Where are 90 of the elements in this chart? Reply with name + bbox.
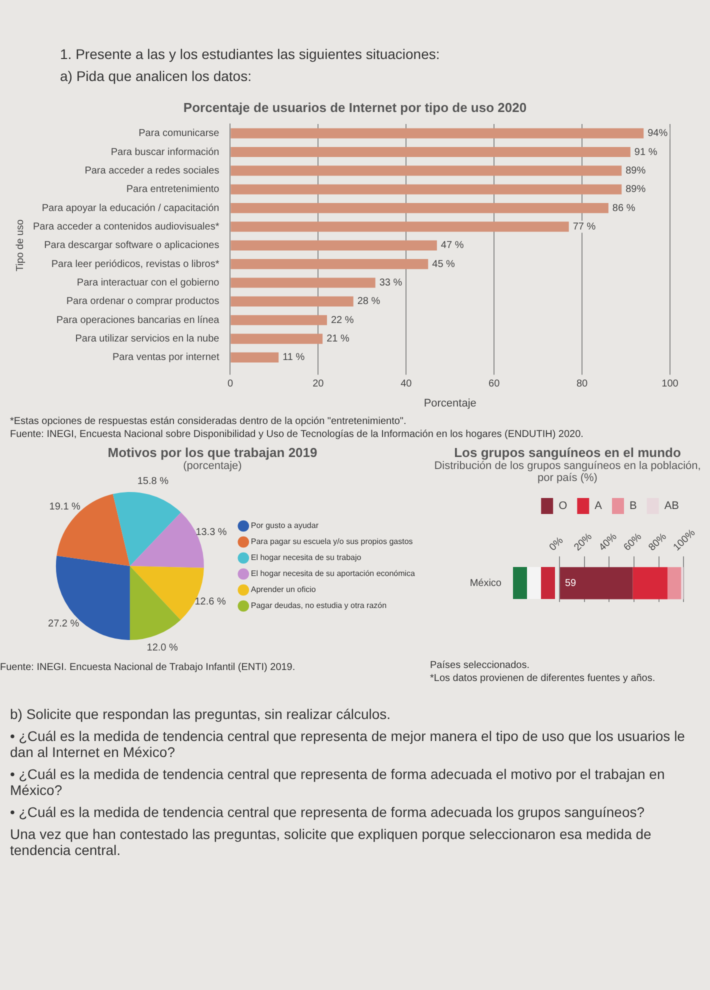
x-tick-label: 0 [227, 378, 234, 390]
y-tick-label: Para apoyar la educación / capacitación [42, 202, 220, 214]
y-tick-label: Para comunicarse [138, 128, 220, 140]
data-label: 89% [626, 184, 646, 196]
text: b) Solicite que respondan las preguntas, sin realizar cálculos. [10, 706, 392, 722]
x-tick-label: 0% [548, 535, 566, 554]
data-label: 11 % [282, 352, 305, 364]
y-tick-label: Para interactuar con el gobierno [76, 278, 220, 289]
text: *Los datos provienen de diferentes fuentes y años. [430, 673, 656, 684]
legend-label: AB [664, 500, 680, 512]
y-tick-label: Para utilizar servicios en la nube [75, 334, 220, 345]
y-tick-label: Para acceder a contenidos audiovisuales* [32, 221, 220, 232]
bar [681, 567, 684, 600]
data-label: 91 % [634, 146, 658, 158]
source-note: Fuente: INEGI, Encuesta Nacional sobre Disponibilidad y Uso de Tecnologías de la Información en los hogares (ENDUTIH) 2020. [10, 429, 584, 440]
x-axis-title: Porcentaje [424, 397, 476, 410]
bar [230, 296, 354, 306]
x-tick-label: 40% [597, 531, 620, 554]
bar [230, 315, 327, 326]
data-label: 89% [626, 165, 646, 176]
y-tick-label: Para entretenimiento [126, 184, 220, 196]
y-axis-title: Tipo de uso [14, 219, 26, 272]
data-label: 19.1 % [49, 502, 81, 513]
data-label: 77 % [572, 221, 596, 232]
x-tick-label: 40 [400, 378, 412, 390]
bar [230, 166, 622, 176]
data-label: 15.8 % [137, 476, 169, 487]
data-label: 59 [565, 578, 577, 589]
x-tick-label: 100 [662, 378, 679, 390]
data-label: 94% [648, 128, 668, 140]
bar [230, 352, 279, 363]
y-tick-label: Para leer periódicos, revistas o libros* [51, 258, 220, 270]
data-label: 21 % [326, 334, 350, 345]
x-tick-label: 80% [646, 531, 669, 554]
y-tick-label: Para descargar software o aplicaciones [44, 240, 220, 252]
bar [230, 184, 622, 194]
text: *Estas opciones de respuestas están consideradas dentro de la opción "entretenimiento". [10, 416, 408, 427]
legend-label: B [629, 500, 637, 512]
data-label: 13.3 % [196, 527, 227, 538]
legend-label: El hogar necesita de su aportación económica [250, 569, 416, 578]
y-tick-label: Para operaciones bancarias en línea [56, 314, 220, 326]
y-tick-label: Para buscar información [110, 146, 220, 158]
x-tick-label: 20 [312, 378, 324, 390]
legend-label: Por gusto a ayudar [250, 521, 319, 530]
data-label: 27.2 % [48, 618, 80, 630]
legend-label: O [558, 500, 568, 512]
bar [667, 567, 682, 600]
legend-label: Pagar deudas, no estudia y otra razón [250, 601, 387, 610]
data-label: 22 % [330, 314, 354, 326]
y-tick-label: Para ventas por internet [112, 352, 220, 364]
text: • ¿Cuál es la medida de tendencia central que representa de forma adecuada el motivo por el trabajan en México? [10, 766, 666, 798]
x-tick-label: 60% [622, 531, 644, 554]
bar [230, 222, 569, 232]
data-label: 33 % [379, 278, 402, 289]
source-note: Fuente: INEGI. Encuesta Nacional de Trabajo Infantil (ENTI) 2019. [0, 662, 296, 673]
bar [230, 146, 630, 158]
data-label: 28 % [357, 296, 380, 308]
chart-title: Motivos por los que trabajan 2019 [106, 445, 318, 460]
chart-title: Los grupos sanguíneos en el mundo [453, 445, 682, 460]
x-tick-label: 80 [576, 378, 588, 390]
data-label: 12.6 % [194, 596, 226, 608]
y-tick-label: Para ordenar o comprar productos [66, 296, 220, 308]
bar [230, 278, 376, 288]
bar [632, 567, 668, 600]
y-tick-label: Para acceder a redes sociales [84, 165, 220, 176]
data-label: 45 % [432, 258, 456, 270]
data-label: 12.0 % [146, 642, 178, 654]
bar [560, 567, 633, 600]
text: • ¿Cuál es la medida de tendencia central que representa de mejor manera el tipo de uso que los usuarios le dan al Internet en México? [10, 728, 686, 760]
legend-label: El hogar necesita de su trabajo [250, 553, 362, 562]
bar [230, 334, 323, 344]
bar [230, 240, 437, 250]
bar [230, 203, 608, 214]
text: Una vez que han contestado las preguntas, solicite que expliquen porque seleccionaron esa medida de tendencia central. [10, 826, 652, 858]
bar [230, 128, 644, 138]
text: a) Pida que analicen los datos: [60, 68, 252, 84]
data-label: 86 % [612, 202, 636, 214]
y-tick-label: México [470, 578, 502, 589]
text: Países seleccionados. [430, 660, 531, 671]
data-label: 47 % [440, 240, 464, 252]
legend-label: Aprender un oficio [250, 585, 316, 594]
chart-subtitle: Distribución de los grupos sanguíneos en la población, por país (%) [433, 460, 702, 484]
text: • ¿Cuál es la medida de tendencia central que representa de forma adecuada los grupos sanguíneos? [10, 804, 646, 820]
bar [230, 259, 428, 270]
chart-title: Porcentaje de usuarios de Internet por tipo de uso 2020 [182, 100, 528, 115]
legend-label: Para pagar su escuela y/o sus propios gastos [250, 537, 413, 546]
chart-subtitle: (porcentaje) [182, 460, 243, 472]
x-tick-label: 60 [488, 378, 500, 390]
text: 1. Presente a las y los estudiantes las siguientes situaciones: [60, 46, 441, 62]
legend-label: A [594, 500, 603, 512]
